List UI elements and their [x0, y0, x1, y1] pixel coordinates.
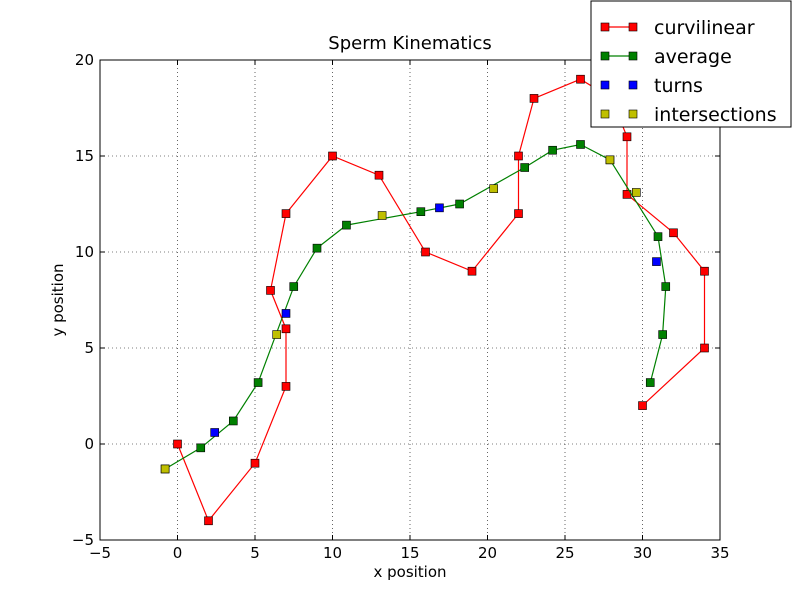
y-tick-label: 20: [75, 51, 94, 69]
x-tick-label: −5: [89, 544, 111, 562]
data-point-intersections: [377, 211, 387, 220]
data-point-curvilinear: [529, 94, 539, 103]
y-tick-label: −5: [72, 531, 94, 549]
data-point-curvilinear: [638, 401, 647, 410]
data-point-average: [416, 207, 426, 216]
data-point-curvilinear: [514, 209, 523, 218]
data-point-average: [645, 378, 655, 387]
legend-marker: [628, 109, 638, 119]
legend-marker: [600, 109, 610, 119]
x-tick-label: 25: [555, 544, 574, 562]
data-point-average: [661, 282, 671, 291]
series-line-average: [164, 143, 667, 470]
data-point-curvilinear: [281, 324, 291, 334]
legend-label: curvilinear: [654, 17, 755, 39]
data-point-average: [253, 378, 263, 387]
series-layer: [160, 74, 709, 526]
data-point-average: [548, 145, 557, 155]
data-point-curvilinear: [204, 516, 213, 526]
data-point-curvilinear: [514, 151, 523, 161]
legend: curvilinear average turns intersections: [590, 0, 792, 128]
x-tick-label: 30: [633, 544, 652, 562]
data-point-curvilinear: [266, 286, 275, 295]
data-point-average: [229, 416, 238, 426]
series-curvilinear: [173, 74, 709, 526]
x-tick-label: 35: [710, 544, 729, 562]
x-tick-label: 0: [173, 544, 183, 562]
data-point-average: [658, 330, 667, 339]
chart-title: Sperm Kinematics: [328, 33, 491, 54]
x-tick-label: 15: [400, 544, 419, 562]
data-point-curvilinear: [669, 228, 678, 238]
y-axis-label: y position: [49, 263, 67, 336]
data-point-average: [455, 199, 464, 209]
data-point-curvilinear: [281, 382, 291, 391]
data-point-curvilinear: [250, 458, 260, 468]
data-point-curvilinear: [328, 151, 337, 161]
data-point-curvilinear: [622, 132, 632, 142]
data-point-intersections: [272, 330, 282, 339]
data-point-intersections: [160, 464, 170, 474]
data-point-intersections: [631, 188, 641, 197]
data-point-turns: [281, 309, 291, 318]
series-line-curvilinear: [176, 78, 706, 522]
legend-box: [590, 0, 792, 128]
data-point-curvilinear: [421, 247, 430, 257]
data-point-turns: [210, 428, 219, 437]
data-point-curvilinear: [700, 266, 709, 276]
data-point-average: [196, 443, 206, 453]
data-point-intersections: [489, 184, 499, 193]
data-point-average: [289, 282, 299, 291]
legend-label: turns: [654, 75, 703, 97]
data-point-intersections: [605, 155, 615, 165]
legend-item-average: average: [600, 46, 732, 68]
series-average: [160, 140, 671, 474]
data-point-curvilinear: [281, 209, 291, 218]
legend-item-turns: turns: [600, 75, 703, 97]
x-tick-label: 20: [478, 544, 497, 562]
x-axis-label: x position: [373, 563, 446, 581]
y-tick-label: 15: [75, 147, 94, 165]
y-tick-label: 10: [75, 243, 94, 261]
data-point-average: [342, 220, 351, 230]
axis-ticks: −5 0 5 10 15 20 25 30 35 −5 0 5 10 15 20: [72, 51, 730, 562]
data-point-curvilinear: [173, 439, 182, 449]
data-point-curvilinear: [576, 74, 585, 84]
data-point-average: [653, 232, 663, 241]
data-point-turns: [652, 257, 661, 266]
legend-marker: [600, 22, 610, 32]
legend-label: intersections: [654, 104, 777, 126]
series-turns: [210, 203, 661, 437]
legend-marker: [628, 51, 638, 61]
legend-item-intersections: intersections: [600, 104, 777, 126]
x-tick-label: 5: [250, 544, 260, 562]
legend-label: average: [654, 46, 732, 68]
legend-marker: [600, 80, 610, 90]
legend-item-curvilinear: curvilinear: [600, 17, 755, 39]
series-intersections: [160, 155, 641, 474]
data-point-curvilinear: [467, 266, 477, 276]
y-tick-label: 5: [84, 339, 94, 357]
legend-marker: [628, 80, 638, 90]
grid: [100, 60, 720, 540]
x-tick-label: 10: [323, 544, 342, 562]
data-point-curvilinear: [700, 343, 709, 353]
legend-marker: [628, 22, 638, 32]
data-point-turns: [435, 203, 444, 213]
y-tick-label: 0: [84, 435, 94, 453]
data-point-average: [520, 163, 530, 172]
legend-marker: [600, 51, 610, 61]
data-point-curvilinear: [374, 170, 384, 180]
data-point-average: [312, 243, 322, 253]
data-point-average: [576, 140, 585, 149]
